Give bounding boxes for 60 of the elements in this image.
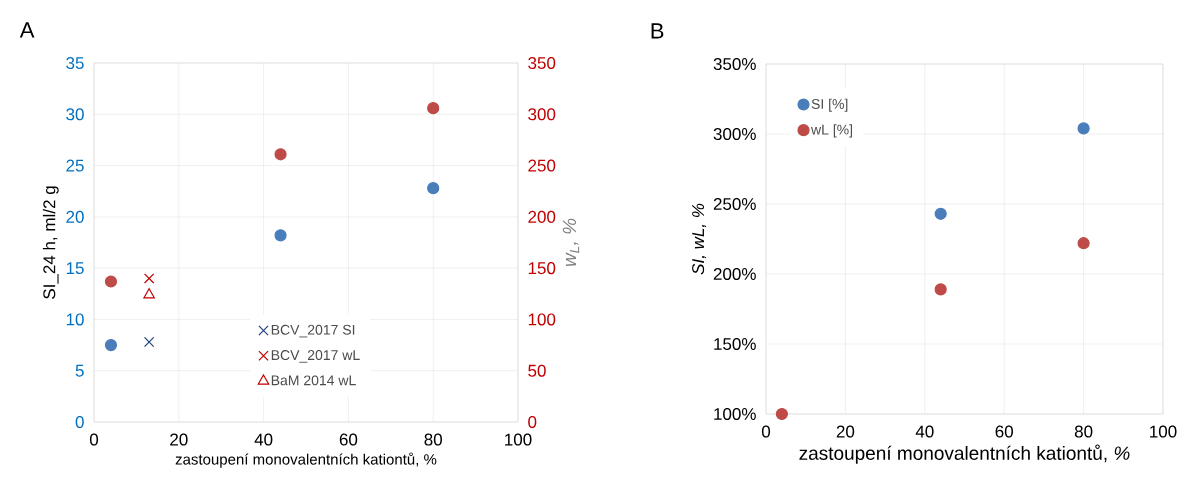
point [934, 283, 947, 296]
point [104, 338, 118, 352]
y2-tick-label: 0 [528, 415, 537, 429]
y-tick-label: 250% [713, 197, 756, 211]
y-tick-label: 25 [66, 159, 84, 172]
legend-label: SI [%] [811, 98, 848, 112]
point [143, 336, 155, 348]
point [274, 148, 287, 161]
y-tick-label: 15 [66, 262, 84, 275]
x-tick-label: 0 [89, 433, 99, 446]
x-tick-label: 40 [915, 425, 934, 438]
y-tick-label: 300% [713, 127, 756, 141]
y-tick-label: 150% [714, 337, 756, 351]
y-tick-label: 350% [713, 57, 756, 71]
y-tick-label: 200% [713, 267, 756, 281]
x-axis-title: zastoupení monovalentních kationtů, % [175, 452, 437, 468]
y2-tick-label: 200 [528, 210, 556, 223]
y-tick-label: 35 [66, 56, 84, 70]
x-tick-label: 100 [1150, 425, 1177, 438]
y-tick-label: 0 [75, 415, 84, 429]
point [427, 102, 440, 115]
y2-tick-label: 250 [528, 159, 556, 172]
chart-title: A [19, 22, 35, 38]
y2-axis-title: w$_{L}$, % [562, 218, 580, 267]
x-tick-label: 80 [1074, 425, 1093, 438]
point [427, 182, 440, 195]
legend-label: BCV_2017 SI [271, 324, 355, 338]
legend-label: BaM 2014 wL [271, 375, 356, 386]
y-axis-title: SI, wL, % [692, 203, 707, 275]
point [143, 288, 155, 299]
point [1077, 237, 1090, 250]
y2-tick-label: 350 [528, 56, 556, 70]
point [143, 273, 155, 284]
point [775, 407, 788, 421]
y2-tick-label: 50 [528, 364, 546, 377]
x-axis-title: zastoupení monovalentních kationtů, % [799, 444, 1130, 464]
y2-tick-label: 100 [528, 313, 556, 326]
y-tick-label: 30 [66, 108, 84, 121]
x-tick-label: 60 [339, 433, 358, 446]
y2-tick-label: 150 [528, 262, 556, 275]
point [934, 207, 947, 220]
y-axis-title: SI_24 h, ml/2 g [42, 186, 59, 299]
y2-tick-label: 300 [528, 108, 556, 121]
x-tick-label: 20 [836, 425, 855, 438]
x-tick-label: 0 [761, 425, 771, 438]
chart-title: B [651, 23, 664, 39]
y-tick-label: 100% [714, 407, 756, 421]
point [104, 275, 118, 288]
point [1077, 122, 1090, 135]
y-tick-label: 20 [66, 210, 84, 223]
x-tick-label: 20 [170, 433, 188, 446]
y-tick-label: 5 [75, 364, 84, 377]
point [274, 229, 287, 242]
y-tick-label: 10 [66, 313, 84, 326]
x-tick-label: 100 [505, 433, 532, 446]
legend-label: BCV_2017 wL [271, 350, 360, 363]
legend-label: wL [%] [811, 124, 853, 138]
x-tick-label: 40 [254, 433, 273, 446]
x-tick-label: 80 [424, 433, 442, 446]
x-tick-label: 60 [995, 425, 1013, 438]
